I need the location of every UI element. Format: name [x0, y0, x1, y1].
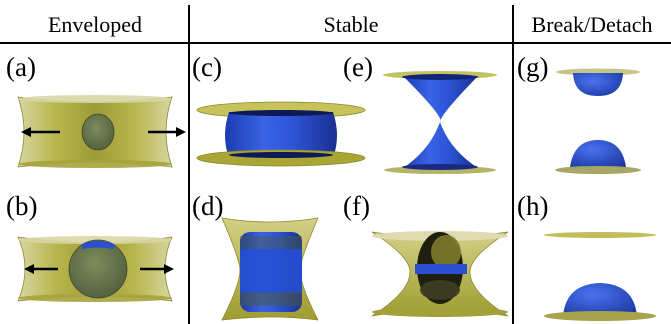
panel-f-illustration [371, 231, 509, 317]
arrow-right-a [148, 127, 186, 137]
panel-label-d: (d) [192, 191, 223, 221]
panel-b-illustration [17, 236, 174, 302]
panel-dividers [0, 5, 671, 324]
header-stable: Stable [324, 12, 379, 37]
panel-label-g: (g) [517, 52, 548, 82]
panel-h-illustration [544, 232, 656, 321]
header-break-detach: Break/Detach [532, 12, 653, 37]
panel-g-illustration [555, 68, 641, 174]
panel-d-illustration [221, 217, 319, 321]
panel-label-a: (a) [6, 52, 36, 82]
header-enveloped: Enveloped [48, 12, 142, 37]
panel-label-b: (b) [6, 191, 37, 221]
arrow-right-b [140, 264, 174, 274]
arrow-left-a [21, 127, 60, 137]
arrow-left-b [24, 264, 58, 274]
panel-e-illustration [383, 71, 497, 174]
panel-label-f: (f) [343, 191, 370, 221]
panel-a-illustration [17, 95, 186, 168]
panel-c-illustration [196, 101, 366, 167]
panel-label-e: (e) [343, 52, 373, 82]
panel-label-c: (c) [192, 52, 222, 82]
panel-label-h: (h) [517, 191, 548, 221]
